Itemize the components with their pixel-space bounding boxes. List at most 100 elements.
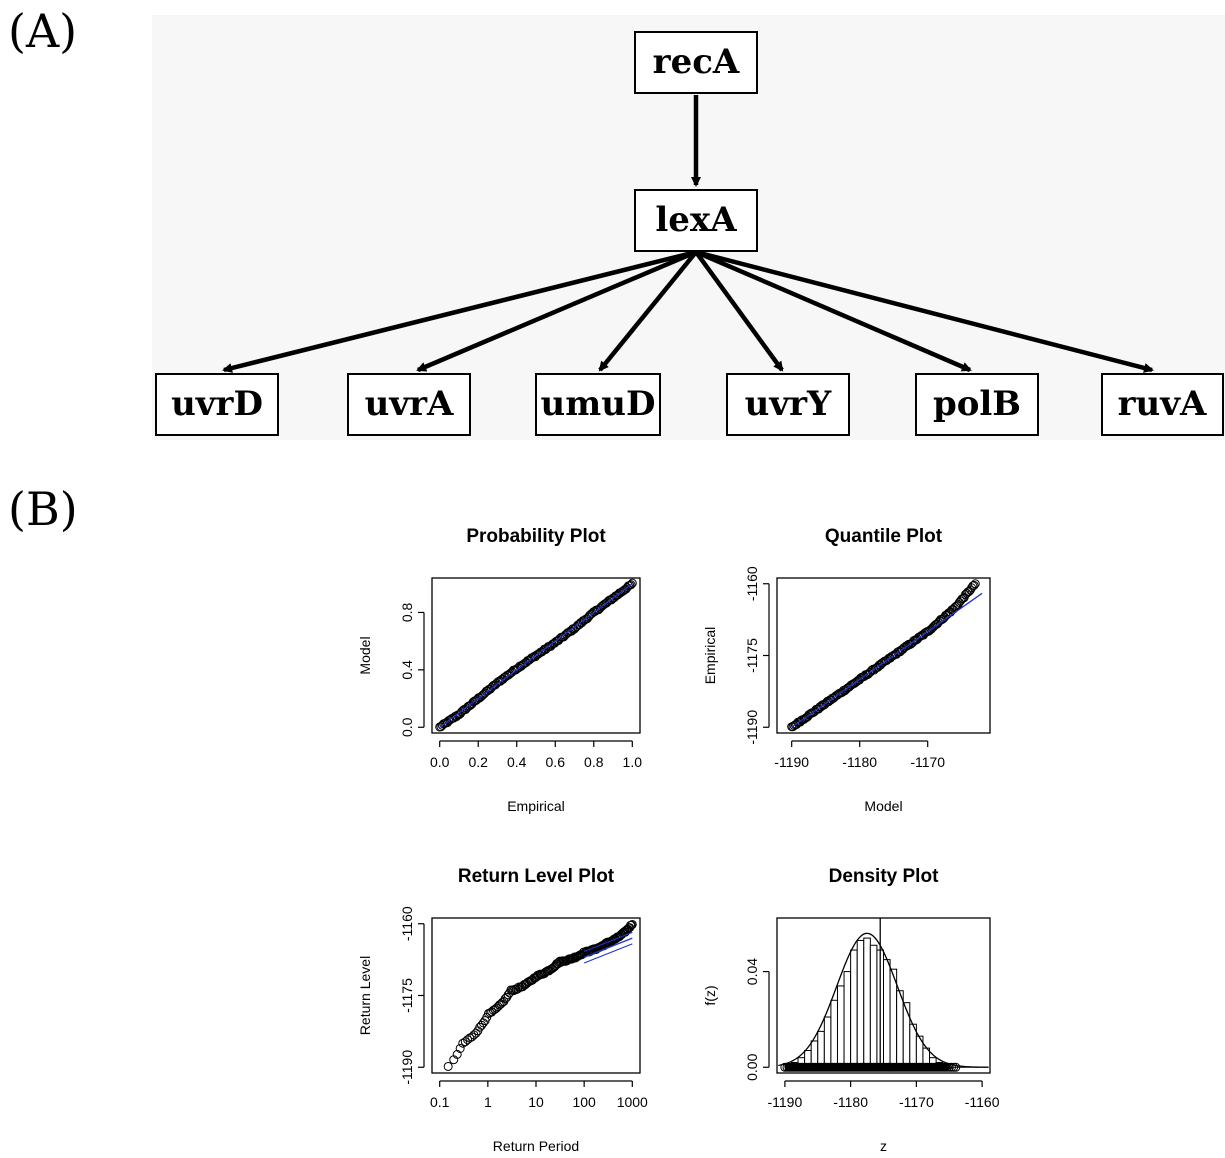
- reference-line: [583, 937, 633, 958]
- node-polb: polB: [915, 373, 1039, 436]
- edge-lexa-ruva: [695, 249, 1154, 373]
- density-curve: [778, 932, 989, 1068]
- x-tick-label: -1170: [899, 1094, 934, 1110]
- histogram-bar: [830, 999, 838, 1068]
- y-tick-label: -1175: [399, 978, 415, 1013]
- x-axis-label: Empirical: [507, 798, 565, 814]
- panel-a-label: (A): [8, 4, 78, 58]
- data-point: [627, 919, 637, 929]
- y-tick-label: -1160: [744, 566, 760, 601]
- x-tick-label: 1: [484, 1094, 492, 1110]
- y-axis-label: f(z): [702, 985, 718, 1005]
- node-polb-label: polB: [933, 384, 1021, 424]
- histogram-bar: [843, 971, 852, 1068]
- plot-area: [787, 579, 983, 732]
- data-point: [626, 920, 636, 930]
- node-lexa: lexA: [634, 189, 758, 252]
- plot-area: [435, 578, 637, 732]
- x-tick-label: 0.6: [546, 754, 566, 770]
- histogram-bar: [856, 939, 865, 1068]
- plot-frame: [776, 577, 991, 734]
- plot-frame: [431, 577, 641, 734]
- plot-title: Quantile Plot: [825, 526, 943, 547]
- node-umud-label: umuD: [541, 384, 656, 424]
- x-tick-label: 0.4: [507, 754, 527, 770]
- panel-b-label: (B): [8, 482, 78, 536]
- node-uvry: uvrY: [726, 373, 850, 436]
- x-tick-label: -1190: [767, 1094, 802, 1110]
- y-tick-label: -1190: [399, 1050, 415, 1085]
- x-tick-label: 1000: [617, 1094, 648, 1110]
- return-level-plot: Return Level Plot 0.1 1 10 100 1000 Return Per…: [357, 866, 648, 1154]
- plot-title: Probability Plot: [466, 526, 606, 547]
- plot-area: [778, 918, 989, 1072]
- x-tick-label: -1160: [965, 1094, 1000, 1110]
- y-tick-label: 0.00: [744, 1053, 760, 1080]
- x-tick-label: 10: [528, 1094, 544, 1110]
- y-tick-label: 0.04: [744, 958, 760, 985]
- x-tick-label: 0.2: [468, 754, 488, 770]
- data-point: [627, 578, 637, 588]
- x-tick-label: 0.8: [584, 754, 604, 770]
- histogram-bar: [902, 1002, 911, 1068]
- histogram-bar: [817, 1030, 825, 1068]
- data-point: [455, 1043, 465, 1053]
- node-ruva-label: ruvA: [1118, 384, 1207, 424]
- y-tick-label: -1190: [744, 710, 760, 745]
- probability-plot: Probability Plot 0.0 0.2 0.4 0.6 0.8 1.0 Empiri…: [357, 526, 642, 814]
- node-uvrd-label: uvrD: [171, 384, 263, 424]
- data-point: [443, 1061, 453, 1071]
- x-axis-label: Return Period: [493, 1138, 579, 1154]
- data-point: [482, 1012, 492, 1022]
- quantile-plot: Quantile Plot -1190 -1180 -1170 Model -1190 -1…: [702, 526, 991, 814]
- plot-frame: [431, 917, 641, 1074]
- y-tick-label: 0.8: [399, 603, 415, 623]
- data-point: [502, 992, 512, 1002]
- density-plot: Density Plot -1190 -1180 -1170 -1160 z 0.00 0.0…: [702, 866, 1000, 1154]
- confidence-line: [583, 943, 633, 964]
- y-axis-label: Return Level: [357, 956, 373, 1035]
- plot-title: Density Plot: [829, 866, 939, 887]
- y-tick-label: -1160: [399, 906, 415, 941]
- edge-lexa-uvra: [416, 249, 697, 373]
- x-tick-label: -1180: [833, 1094, 868, 1110]
- reference-line: [791, 592, 983, 728]
- y-tick-label: 0.4: [399, 660, 415, 680]
- histogram-bar: [823, 1016, 832, 1068]
- x-tick-label: -1190: [774, 754, 809, 770]
- edge-lexa-uvry: [694, 250, 784, 372]
- data-point: [452, 1049, 462, 1059]
- x-tick-label: 1.0: [623, 754, 643, 770]
- confidence-line: [583, 931, 633, 952]
- node-uvry-label: uvrY: [745, 384, 832, 424]
- histogram-bar: [896, 990, 904, 1068]
- histogram-bar: [850, 949, 858, 1068]
- histogram-bar: [863, 937, 871, 1068]
- histogram-bar: [869, 944, 878, 1068]
- plot-title: Return Level Plot: [458, 866, 615, 887]
- y-tick-label: -1175: [744, 638, 760, 673]
- x-tick-label: 0.1: [430, 1094, 450, 1110]
- x-axis-label: z: [880, 1138, 887, 1154]
- node-umud: umuD: [535, 373, 661, 436]
- node-ruva: ruvA: [1101, 373, 1224, 436]
- x-tick-label: -1180: [842, 754, 877, 770]
- reference-line: [439, 583, 633, 728]
- histogram-bar: [883, 959, 891, 1068]
- edge-lexa-umud: [598, 250, 698, 372]
- node-uvra: uvrA: [347, 373, 471, 436]
- edge-lexa-uvrd: [222, 249, 697, 373]
- data-point: [625, 580, 635, 590]
- node-lexa-label: lexA: [655, 200, 737, 240]
- diagram-edges: [222, 95, 1154, 373]
- plot-area: [443, 919, 637, 1071]
- plot-frame: [776, 917, 991, 1074]
- node-uvra-label: uvrA: [365, 384, 454, 424]
- histogram-bar: [889, 968, 898, 1068]
- x-axis-label: Model: [864, 798, 902, 814]
- data-point: [496, 999, 506, 1009]
- y-axis-label: Model: [357, 636, 373, 674]
- y-tick-label: 0.0: [399, 717, 415, 737]
- data-point: [970, 579, 980, 589]
- histogram-bar: [836, 985, 845, 1068]
